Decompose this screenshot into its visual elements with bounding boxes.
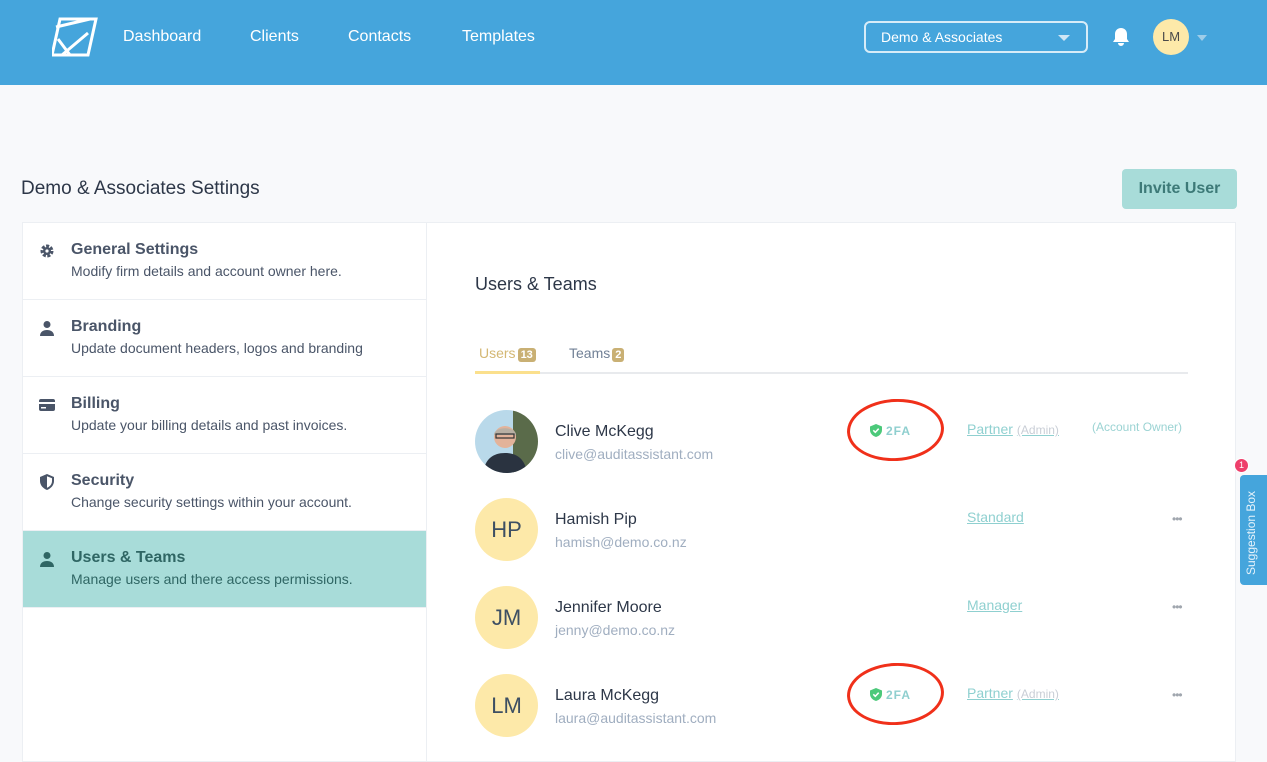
count-badge: 2 <box>612 348 625 362</box>
sidebar-item-desc: Change security settings within your acc… <box>71 494 352 510</box>
avatar: HP <box>475 498 538 561</box>
firm-select-value: Demo & Associates <box>881 29 1003 45</box>
chevron-down-icon[interactable] <box>1197 35 1207 41</box>
sidebar-item-users-teams[interactable]: Users & Teams Manage users and there acc… <box>23 531 426 608</box>
role-label: Standard <box>967 509 1024 525</box>
user-name: Hamish Pip <box>555 511 637 528</box>
avatar: JM <box>475 586 538 649</box>
shield-check-icon <box>870 424 882 437</box>
role-note: (Admin) <box>1016 687 1059 701</box>
2fa-label: 2FA <box>886 688 912 702</box>
nav-dashboard[interactable]: Dashboard <box>123 28 202 45</box>
2fa-label: 2FA <box>886 424 912 438</box>
user-email: clive@auditassistant.com <box>555 446 714 462</box>
2fa-badge: 2FA <box>870 688 911 702</box>
bell-icon[interactable] <box>1111 27 1131 47</box>
avatar-photo <box>475 410 538 473</box>
sidebar-item-branding[interactable]: Branding Update document headers, logos … <box>23 300 426 377</box>
invite-user-button[interactable]: Invite User <box>1122 169 1237 209</box>
sidebar-item-desc: Update your billing details and past inv… <box>71 417 348 433</box>
user-email: jenny@demo.co.nz <box>555 622 676 638</box>
role-link[interactable]: Partner (Admin) <box>967 421 1059 437</box>
credit-card-icon <box>39 399 55 411</box>
account-owner-label: (Account Owner) <box>1092 420 1183 434</box>
sidebar-item-title: General Settings <box>71 241 199 258</box>
sidebar-item-title: Users & Teams <box>71 549 186 566</box>
notification-badge: 1 <box>1234 458 1249 473</box>
user-name: Laura McKegg <box>555 687 660 704</box>
avatar: LM <box>475 674 538 737</box>
count-badge: 13 <box>517 348 536 362</box>
more-options-icon[interactable]: ••• <box>1172 512 1183 526</box>
sidebar-item-desc: Update document headers, logos and brand… <box>71 340 363 356</box>
page-title: Demo & Associates Settings <box>21 178 260 199</box>
tab-label: Users <box>479 345 516 361</box>
user-email: laura@auditassistant.com <box>555 710 717 726</box>
role-label: Partner <box>967 421 1013 437</box>
user-avatar[interactable]: LM <box>1153 19 1189 55</box>
top-nav: Dashboard Clients Contacts Templates Dem… <box>0 0 1267 85</box>
user-name: Clive McKegg <box>555 423 654 440</box>
sidebar-item-general-settings[interactable]: General Settings Modify firm details and… <box>23 223 426 300</box>
shield-icon <box>40 474 54 490</box>
settings-sidebar: General Settings Modify firm details and… <box>23 223 427 761</box>
sidebar-item-title: Security <box>71 472 135 489</box>
suggestion-box-button[interactable]: Suggestion Box <box>1240 475 1267 585</box>
role-label: Manager <box>967 597 1023 613</box>
role-label: Partner <box>967 685 1013 701</box>
tab-label: Teams <box>569 345 611 361</box>
gear-icon <box>40 244 54 258</box>
user-email: hamish@demo.co.nz <box>555 534 687 550</box>
role-note: (Admin) <box>1016 423 1059 437</box>
suggestion-box-label: Suggestion Box <box>1244 490 1258 575</box>
tab-teams[interactable]: Teams 2 <box>569 345 625 374</box>
firm-select[interactable]: Demo & Associates <box>864 21 1088 53</box>
user-row: HP Hamish Pip hamish@demo.co.nz Standard ••• <box>475 498 1188 562</box>
role-link[interactable]: Manager <box>967 597 1022 613</box>
sidebar-item-desc: Manage users and there access permission… <box>71 571 353 587</box>
role-link[interactable]: Partner (Admin) <box>967 685 1059 701</box>
nav-contacts[interactable]: Contacts <box>348 28 412 45</box>
user-row: LM Laura McKegg laura@auditassistant.com 2F… <box>475 660 1188 738</box>
role-link[interactable]: Standard <box>967 509 1024 525</box>
sidebar-item-security[interactable]: Security Change security settings within… <box>23 454 426 531</box>
sidebar-item-title: Billing <box>71 395 120 412</box>
shield-check-icon <box>870 688 882 701</box>
user-name: Jennifer Moore <box>555 599 662 616</box>
app-logo[interactable] <box>52 17 98 57</box>
tabs: Users 13 Teams 2 <box>475 335 1188 374</box>
sidebar-item-desc: Modify firm details and account owner he… <box>71 263 342 279</box>
user-icon <box>40 552 54 567</box>
nav-templates[interactable]: Templates <box>462 28 535 45</box>
nav-clients[interactable]: Clients <box>250 28 299 45</box>
user-icon <box>40 321 54 336</box>
more-options-icon[interactable]: ••• <box>1172 600 1183 614</box>
settings-card: General Settings Modify firm details and… <box>22 222 1236 762</box>
section-title: Users & Teams <box>475 274 597 294</box>
tab-users[interactable]: Users 13 <box>475 345 540 374</box>
2fa-badge: 2FA <box>870 424 911 438</box>
more-options-icon[interactable]: ••• <box>1172 688 1183 702</box>
chevron-down-icon <box>1058 35 1070 41</box>
sidebar-item-billing[interactable]: Billing Update your billing details and … <box>23 377 426 454</box>
sidebar-item-title: Branding <box>71 318 142 335</box>
user-row: Clive McKegg clive@auditassistant.com 2FA P… <box>475 396 1188 474</box>
user-row: JM Jennifer Moore jenny@demo.co.nz Manager •… <box>475 586 1188 650</box>
